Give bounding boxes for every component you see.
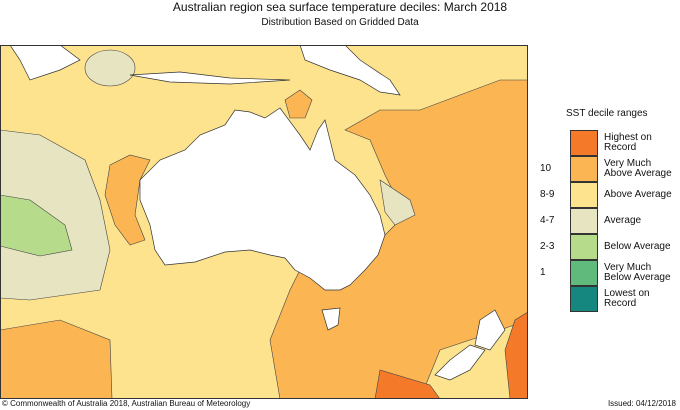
legend-title: SST decile ranges (566, 108, 648, 119)
region (379, 179, 416, 226)
legend-label: Above Average (604, 189, 672, 200)
copyright: © Commonwealth of Australia 2018, Austra… (2, 399, 251, 408)
range-label: 10 (540, 163, 552, 174)
region (374, 369, 441, 399)
tasmania (321, 307, 341, 331)
legend-swatch (570, 234, 598, 260)
subtitle: Distribution Based on Gridded Data (261, 17, 419, 28)
title: Australian region sea surface temperatur… (172, 0, 508, 14)
map (0, 45, 528, 399)
range-label: 4-7 (540, 215, 555, 226)
map-frame (0, 45, 528, 399)
range-label: 2-3 (540, 241, 555, 252)
legend-label: Lowest on Record (604, 288, 650, 309)
new-guinea (299, 45, 401, 96)
region (0, 319, 113, 399)
region (284, 89, 313, 119)
island (9, 45, 81, 81)
legend-label: Very Much Above Average (604, 158, 672, 179)
region (104, 154, 151, 246)
range-label: 1 (540, 267, 546, 278)
legend-label: Very Much Below Average (604, 262, 671, 283)
legend-label: Highest on Record (604, 132, 652, 153)
new-zealand (474, 309, 506, 351)
legend-swatch (570, 130, 598, 156)
region (84, 49, 136, 87)
legend-swatch (570, 182, 598, 208)
legend-swatch (570, 260, 598, 286)
legend-swatch (570, 208, 598, 234)
legend-label: Average (604, 215, 642, 226)
region (0, 129, 111, 301)
legend-swatch (570, 156, 598, 182)
australia (139, 107, 386, 291)
island (129, 71, 291, 85)
new-zealand (434, 344, 486, 381)
region (504, 311, 528, 399)
region (0, 194, 73, 257)
legend-swatch (570, 286, 598, 312)
legend-label: Below Average (604, 241, 671, 252)
range-label: 8-9 (540, 189, 555, 200)
issued: Issued: 04/12/2018 (607, 399, 676, 408)
